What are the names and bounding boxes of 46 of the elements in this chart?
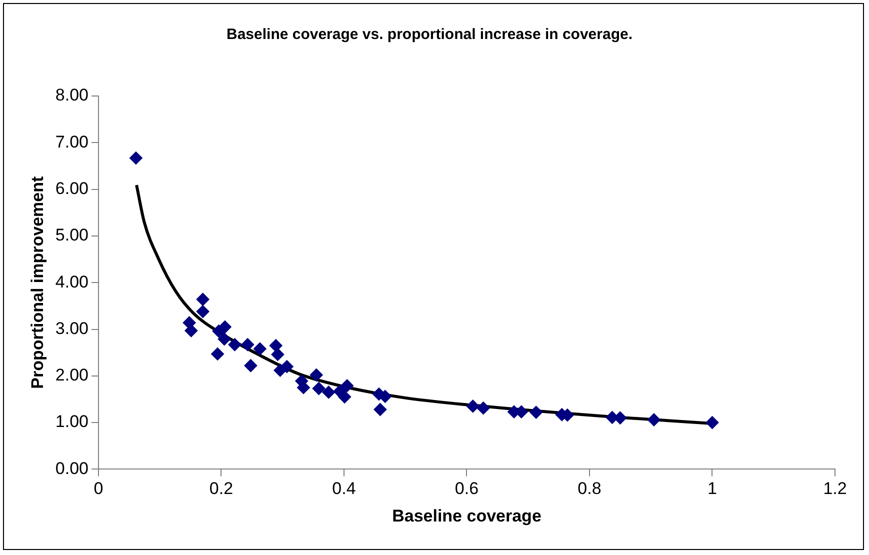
point xyxy=(253,342,266,356)
point xyxy=(312,382,326,395)
chart-title: Baseline coverage vs. proportional increase in coverage. xyxy=(226,26,633,44)
point xyxy=(647,413,660,426)
point xyxy=(218,332,231,346)
y-tick-label: 4.00 xyxy=(55,272,88,292)
point xyxy=(228,338,242,352)
x-tick-label: 1.2 xyxy=(823,479,847,498)
x-tick-label: 0.2 xyxy=(209,479,234,498)
y-tick-label: 5.00 xyxy=(55,226,88,245)
point xyxy=(129,152,142,165)
point xyxy=(184,324,198,338)
point xyxy=(218,320,232,334)
y-tick-label: 1.00 xyxy=(55,412,88,432)
point xyxy=(241,338,254,352)
x-tick-label: 0.6 xyxy=(454,479,479,498)
y-tick-label: 6.00 xyxy=(55,178,88,198)
x-tick-label: 1 xyxy=(708,479,717,498)
point xyxy=(211,347,224,360)
y-tick-label: 8.00 xyxy=(55,86,88,105)
y-axis-title: Proportional improvement xyxy=(28,176,47,389)
point xyxy=(378,390,392,403)
y-tick-label: 0.00 xyxy=(55,458,88,478)
point xyxy=(244,359,258,372)
point xyxy=(466,400,480,413)
point xyxy=(338,390,352,404)
point xyxy=(706,416,719,430)
point xyxy=(614,411,627,424)
point xyxy=(196,292,210,306)
point xyxy=(196,305,210,318)
y-tick-label: 3.00 xyxy=(55,318,88,338)
point xyxy=(476,402,490,415)
point xyxy=(374,402,387,416)
y-tick-label: 7.00 xyxy=(55,132,88,152)
point xyxy=(322,386,336,399)
point xyxy=(296,381,310,394)
point xyxy=(280,360,294,374)
x-tick-label: 0.8 xyxy=(578,479,602,498)
x-tick-label: 0 xyxy=(94,479,104,498)
point xyxy=(271,348,284,361)
x-axis-title: Baseline coverage xyxy=(392,506,542,526)
point xyxy=(340,379,354,392)
point xyxy=(530,406,543,419)
x-tick-label: 0.4 xyxy=(332,479,356,498)
y-tick-label: 2.00 xyxy=(55,366,88,385)
point xyxy=(310,368,323,382)
